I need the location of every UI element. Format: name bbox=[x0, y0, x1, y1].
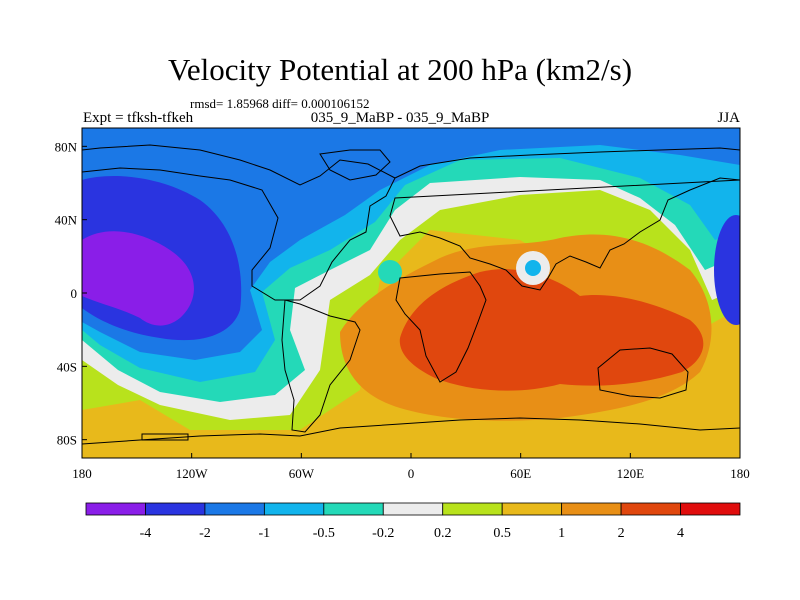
cases-label: 035_9_MaBP - 035_9_MaBP bbox=[310, 110, 490, 126]
coast-africa bbox=[395, 271, 487, 383]
x-tick-label: 0 bbox=[408, 466, 415, 481]
colorbar-label: 0.2 bbox=[434, 526, 452, 541]
colorbar-label: 0.5 bbox=[493, 526, 511, 541]
colorbar-swatch bbox=[323, 502, 384, 516]
colorbar-label: -0.2 bbox=[372, 526, 394, 541]
fill-neg4 bbox=[82, 231, 194, 326]
season-label: JJA bbox=[717, 110, 740, 126]
coast-antarctica bbox=[82, 417, 740, 445]
coast-antarctic-patch bbox=[141, 433, 189, 441]
colorbar-label: 1 bbox=[558, 526, 565, 541]
x-tick-label: 120W bbox=[176, 466, 209, 481]
x-tick-label: 60W bbox=[289, 466, 315, 481]
y-tick-label: 40N bbox=[55, 213, 78, 228]
colorbar-label: -0.5 bbox=[313, 526, 335, 541]
coast-australia bbox=[597, 347, 689, 399]
colorbar-swatch bbox=[680, 502, 741, 516]
colorbar-swatch bbox=[145, 502, 206, 516]
chart-title: Velocity Potential at 200 hPa (km2/s) bbox=[167, 52, 633, 87]
colorbar-label: -4 bbox=[140, 526, 152, 541]
colorbar-swatch bbox=[85, 502, 146, 516]
coast-greenland bbox=[319, 149, 391, 181]
y-tick-label: 80N bbox=[55, 139, 78, 154]
fill-neg1 bbox=[82, 128, 740, 360]
x-tick-label: 120E bbox=[617, 466, 645, 481]
fill-neg2-east bbox=[714, 215, 740, 325]
colorbar-label: -2 bbox=[199, 526, 211, 541]
experiment-label: Expt = tfksh-tfkeh bbox=[83, 110, 194, 126]
fill-4 bbox=[399, 269, 704, 391]
contour-fills bbox=[82, 128, 740, 458]
coast-south-america bbox=[281, 299, 361, 433]
coast-eurasia bbox=[389, 147, 740, 291]
colorbar-swatch bbox=[561, 502, 622, 516]
y-tick-label: 40S bbox=[57, 359, 77, 374]
colorbar-swatch bbox=[204, 502, 265, 516]
stats-label: rmsd= 1.85968 diff= 0.000106152 bbox=[190, 96, 370, 111]
colorbar-label: 4 bbox=[677, 526, 684, 541]
colorbar-swatch bbox=[382, 502, 444, 516]
colorbar: -4 -2 -1 -0.5 -0.2 0.2 0.5 1 2 4 bbox=[85, 502, 741, 541]
x-tick-label: 180 bbox=[72, 466, 92, 481]
coastlines bbox=[82, 144, 740, 445]
colorbar-swatch bbox=[263, 502, 325, 516]
y-tick-label: 0 bbox=[71, 286, 78, 301]
fill-small-cyan bbox=[378, 260, 402, 284]
colorbar-swatch bbox=[442, 502, 503, 516]
y-tick-label: 80S bbox=[57, 433, 77, 448]
coast-north-america bbox=[82, 144, 396, 301]
axes: 180 120W 60W 0 60E 120E 180 80N 40N 0 40S 80S bbox=[55, 139, 750, 481]
x-tick-label: 180 bbox=[730, 466, 750, 481]
colorbar-swatch bbox=[501, 502, 563, 516]
colorbar-label: -1 bbox=[259, 526, 271, 541]
colorbar-label: 2 bbox=[618, 526, 625, 541]
colorbar-swatch bbox=[620, 502, 681, 516]
fill-ring-inner bbox=[525, 260, 541, 276]
x-tick-label: 60E bbox=[510, 466, 531, 481]
